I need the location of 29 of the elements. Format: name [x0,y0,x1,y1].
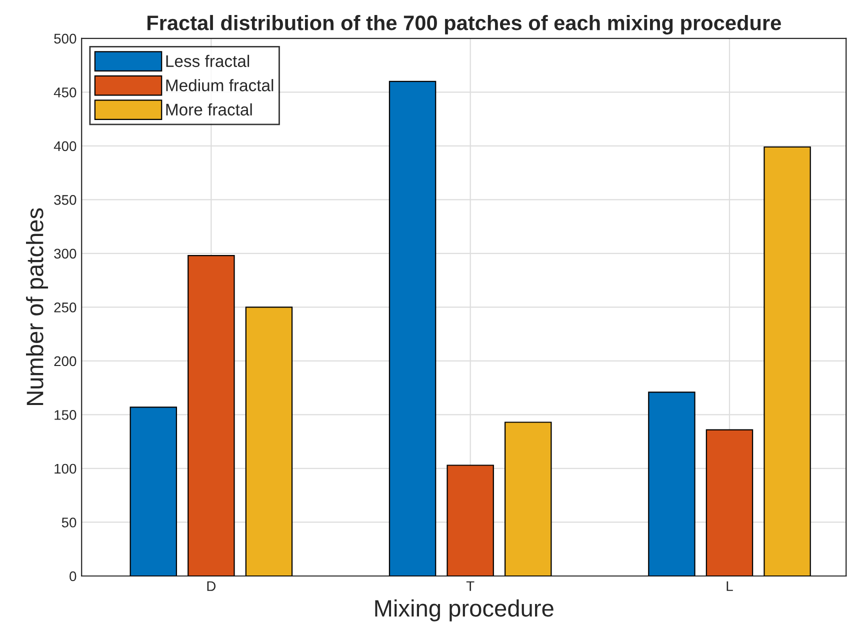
bar [764,146,811,576]
legend-label: Less fractal [166,54,250,68]
bar [446,464,494,576]
y-axis-title: Number of patches [26,208,48,405]
legend-label: More fractal [166,103,252,116]
bar [245,306,293,576]
y-tick-label: 350 [54,195,76,205]
legend-label: Medium fractal [166,79,274,92]
y-tick-label: 100 [54,464,76,474]
bar [504,422,552,576]
bar [130,406,178,576]
y-tick-label: 50 [62,518,76,528]
x-axis-title: Mixing procedure [375,599,554,622]
bar [188,255,235,576]
x-tick-label: L [726,581,733,591]
y-tick-label: 200 [54,356,76,366]
y-tick-label: 400 [54,141,76,152]
y-tick-label: 500 [54,34,76,44]
y-tick-label: 0 [70,571,76,582]
chart-title: Fractal distribution of the 700 patches of each mixing procedure [148,14,781,34]
y-tick-label: 300 [54,248,76,259]
y-tick-label: 150 [54,410,76,420]
y-tick-label: 450 [54,87,76,98]
x-tick-label: T [466,581,474,591]
bar [388,80,436,576]
bar [706,429,754,576]
x-tick-label: D [207,581,216,591]
y-tick-label: 250 [54,302,76,312]
bar [648,392,696,576]
